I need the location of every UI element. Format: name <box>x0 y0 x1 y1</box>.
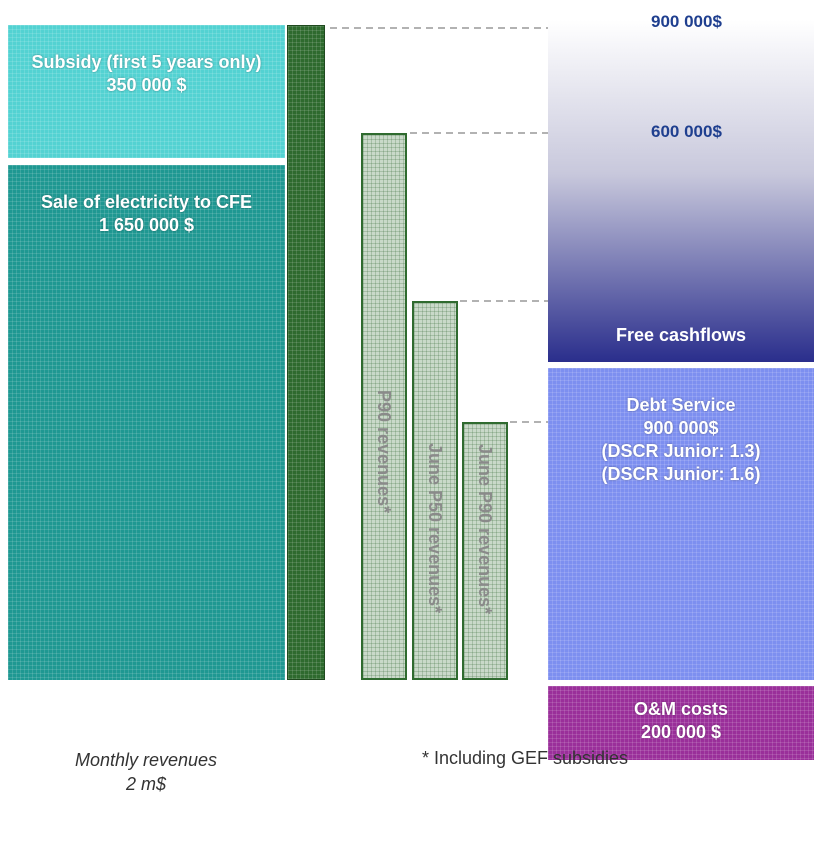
om-title: O&M costs <box>633 699 729 719</box>
debt-service-box: Debt Service 900 000$ (DSCR Junior: 1.3)… <box>548 368 814 680</box>
level-label: 900 000$ <box>651 12 722 31</box>
total-bar <box>287 25 325 680</box>
scenario-label: P90 revenues* <box>374 390 394 514</box>
scenario-label: June P90 revenues* <box>475 444 495 615</box>
debt-service-title: Debt Service <box>626 395 736 415</box>
free-cashflows-box: Free cashflows <box>548 20 814 362</box>
scenario-bar: June P90 revenues* <box>462 422 508 680</box>
caption-amount: 2 m$ <box>125 774 167 794</box>
scenario-note: * Including GEF subsidies <box>421 748 629 768</box>
subsidy-amount: 350 000 $ <box>106 75 187 95</box>
debt-service-amount: 900 000$ <box>643 418 719 438</box>
scenario-label: June P50 revenues* <box>425 443 445 614</box>
om-amount: 200 000 $ <box>640 722 722 742</box>
scenario-bar: P90 revenues* <box>361 133 407 680</box>
caption-title: Monthly revenues <box>74 750 218 770</box>
sale-box: Sale of electricity to CFE 1 650 000 $ <box>8 165 285 680</box>
sale-amount: 1 650 000 $ <box>98 215 195 235</box>
subsidy-box: Subsidy (first 5 years only) 350 000 $ <box>8 25 285 158</box>
revenues-caption: Monthly revenues 2 m$ <box>46 748 246 796</box>
dscr-ratio: (DSCR Junior: 1.3) <box>601 441 761 461</box>
level-label: 600 000$ <box>651 122 722 141</box>
sale-label: Sale of electricity to CFE <box>40 192 253 212</box>
om-box: O&M costs 200 000 $ <box>548 686 814 760</box>
dscr-ratio: (DSCR Junior: 1.6) <box>601 464 761 484</box>
free-cashflows-label: Free cashflows <box>615 325 747 345</box>
subsidy-label: Subsidy (first 5 years only) <box>31 52 262 72</box>
scenario-bar: June P50 revenues* <box>412 301 458 680</box>
